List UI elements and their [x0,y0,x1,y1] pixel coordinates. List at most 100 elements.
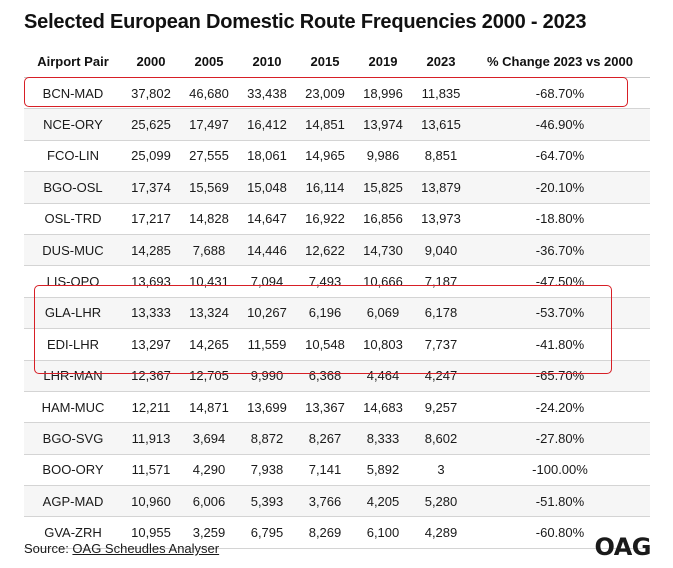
cell-2005: 3,694 [180,422,238,455]
cell-percent-change: -64.70% [470,140,650,173]
cell-2005: 13,324 [180,297,238,330]
cell-2015: 16,114 [296,171,354,204]
cell-2019: 4,205 [354,485,412,518]
cell-2019: 14,730 [354,234,412,267]
cell-2023: 8,602 [412,422,470,455]
cell-airport-pair: NCE-ORY [24,108,122,141]
cell-2015: 16,922 [296,203,354,235]
cell-2010: 7,094 [238,265,296,298]
cell-percent-change: -24.20% [470,391,650,424]
cell-2023: 13,973 [412,203,470,235]
cell-2023: 13,615 [412,108,470,141]
cell-2023: 13,879 [412,171,470,204]
cell-2010: 7,938 [238,454,296,487]
cell-2005: 14,828 [180,203,238,235]
source-note: Source: OAG Scheudles Analyser [24,541,219,556]
cell-airport-pair: GLA-LHR [24,297,122,330]
cell-2005: 4,290 [180,454,238,487]
table-row: BOO-ORY 11,571 4,290 7,938 7,141 5,892 3 -100.0… [24,454,650,487]
cell-2015: 6,196 [296,297,354,330]
table-row: BCN-MAD 37,802 46,680 33,438 23,009 18,996 11,… [24,77,650,110]
cell-2000: 10,960 [122,485,180,518]
cell-airport-pair: OSL-TRD [24,203,122,235]
cell-airport-pair: GVA-ZRH [24,516,122,549]
source-link[interactable]: OAG Scheudles Analyser [72,541,220,556]
page-title: Selected European Domestic Route Frequen… [24,11,587,33]
cell-airport-pair: LIS-OPO [24,265,122,298]
cell-2019: 13,974 [354,108,412,141]
cell-2000: 25,625 [122,108,180,141]
cell-2000: 13,693 [122,265,180,298]
cell-2015: 8,269 [296,516,354,549]
cell-2000: 13,333 [122,297,180,330]
cell-percent-change: -20.10% [470,171,650,204]
cell-airport-pair: BGO-OSL [24,171,122,204]
cell-2019: 10,803 [354,328,412,361]
cell-2023: 11,835 [412,77,470,110]
cell-2005: 6,006 [180,485,238,518]
cell-percent-change: -18.80% [470,203,650,235]
header-percent-change: % Change 2023 vs 2000 [470,46,650,78]
cell-2023: 9,257 [412,391,470,424]
cell-airport-pair: HAM-MUC [24,391,122,424]
table-row: BGO-SVG 11,913 3,694 8,872 8,267 8,333 8,602 -2… [24,422,650,455]
header-2023: 2023 [412,46,470,78]
cell-2015: 14,851 [296,108,354,141]
cell-percent-change: -51.80% [470,485,650,518]
cell-2010: 5,393 [238,485,296,518]
table-row: DUS-MUC 14,285 7,688 14,446 12,622 14,730 9,04… [24,234,650,267]
cell-2005: 14,871 [180,391,238,424]
cell-2015: 6,368 [296,360,354,392]
cell-2023: 7,737 [412,328,470,361]
cell-2023: 3 [412,454,470,487]
header-2005: 2005 [180,46,238,78]
cell-2005: 10,431 [180,265,238,298]
cell-2015: 12,622 [296,234,354,267]
cell-percent-change: -68.70% [470,77,650,110]
table-row: LHR-MAN 12,367 12,705 9,990 6,368 4,464 4,247-… [24,360,650,392]
cell-2015: 23,009 [296,77,354,110]
cell-airport-pair: DUS-MUC [24,234,122,267]
cell-2010: 8,872 [238,422,296,455]
cell-2000: 13,297 [122,328,180,361]
cell-2023: 4,247 [412,360,470,392]
table-header-row: Airport Pair 2000 2005 2010 2015 2019 20… [24,46,650,78]
cell-2023: 6,178 [412,297,470,330]
cell-2010: 6,795 [238,516,296,549]
frequency-table-container: Airport Pair 2000 2005 2010 2015 2019 20… [24,46,650,549]
table-row: GVA-ZRH 10,955 3,259 6,795 8,269 6,100 4,289 -6… [24,516,650,549]
cell-2015: 13,367 [296,391,354,424]
cell-percent-change: -100.00% [470,454,650,487]
cell-2005: 17,497 [180,108,238,141]
cell-2005: 7,688 [180,234,238,267]
cell-2019: 6,069 [354,297,412,330]
cell-2023: 9,040 [412,234,470,267]
cell-2023: 7,187 [412,265,470,298]
cell-airport-pair: BOO-ORY [24,454,122,487]
cell-2015: 10,548 [296,328,354,361]
cell-2000: 10,955 [122,516,180,549]
table-row: BGO-OSL 17,374 15,569 15,048 16,114 15,825 13,… [24,171,650,204]
table-row: GLA-LHR 13,333 13,324 10,267 6,196 6,069 6,178… [24,297,650,330]
table-row: EDI-LHR 13,297 14,265 11,559 10,548 10,803 7,7… [24,328,650,361]
cell-2000: 12,211 [122,391,180,424]
header-2019: 2019 [354,46,412,78]
cell-airport-pair: LHR-MAN [24,360,122,392]
cell-2019: 6,100 [354,516,412,549]
cell-2010: 16,412 [238,108,296,141]
header-2015: 2015 [296,46,354,78]
cell-2005: 46,680 [180,77,238,110]
source-prefix: Source: [24,541,73,556]
cell-2015: 8,267 [296,422,354,455]
cell-2010: 18,061 [238,140,296,173]
cell-2010: 10,267 [238,297,296,330]
cell-2005: 3,259 [180,516,238,549]
cell-2000: 11,913 [122,422,180,455]
cell-2010: 13,699 [238,391,296,424]
cell-percent-change: -53.70% [470,297,650,330]
table-row: AGP-MAD 10,960 6,006 5,393 3,766 4,205 5,280 -5… [24,485,650,518]
cell-2015: 7,141 [296,454,354,487]
cell-2000: 17,374 [122,171,180,204]
table-row: FCO-LIN 25,099 27,555 18,061 14,965 9,986 8,85… [24,140,650,173]
cell-2023: 8,851 [412,140,470,173]
